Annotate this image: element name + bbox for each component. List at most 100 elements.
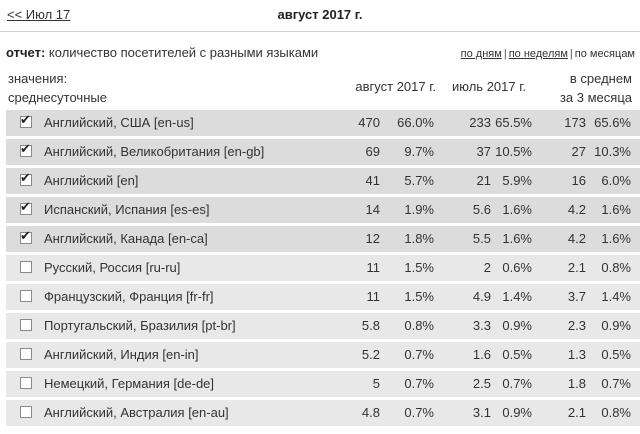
table-header: значения: среднесуточные август 2017 г. … — [0, 68, 640, 108]
report-description: количество посетителей с разными языками — [48, 45, 319, 60]
table-row: Русский, Россия [ru-ru] 11 1.5% 2 0.6% 2… — [6, 255, 640, 281]
july-percent: 1.6% — [502, 202, 532, 217]
august-value: 5 — [372, 376, 380, 391]
august-value: 41 — [365, 173, 380, 188]
average-value: 27 — [571, 144, 586, 159]
check-mark-icon: ✔ — [20, 228, 31, 243]
average-percent: 0.5% — [601, 347, 631, 362]
august-value: 69 — [365, 144, 380, 159]
average-value: 4.2 — [567, 202, 586, 217]
average-percent: 1.6% — [601, 231, 631, 246]
table-row: ✔ Английский, Канада [en-ca] 12 1.8% 5.5… — [6, 226, 640, 252]
august-percent: 0.7% — [404, 376, 434, 391]
language-checkbox[interactable] — [20, 406, 32, 418]
average-value: 2.1 — [567, 405, 586, 420]
table-row: ✔ Английский, США [en-us] 470 66.0% 233 … — [6, 110, 640, 136]
language-name: Английский, Канада [en-ca] — [44, 231, 208, 246]
language-name: Немецкий, Германия [de-de] — [44, 376, 215, 391]
average-percent: 0.9% — [601, 318, 631, 333]
july-value: 1.6 — [472, 347, 491, 362]
language-checkbox[interactable] — [20, 319, 32, 331]
july-percent: 5.9% — [502, 173, 532, 188]
table-row: Немецкий, Германия [de-de] 5 0.7% 2.5 0.… — [6, 371, 640, 397]
table-row: Французский, Франция [fr-fr] 11 1.5% 4.9… — [6, 284, 640, 310]
check-mark-icon: ✔ — [20, 199, 31, 214]
average-value: 1.3 — [567, 347, 586, 362]
august-percent: 0.7% — [404, 347, 434, 362]
july-value: 2 — [483, 260, 491, 275]
august-value: 11 — [366, 289, 381, 304]
july-value: 5.5 — [472, 231, 491, 246]
language-checkbox[interactable]: ✔ — [20, 228, 32, 244]
check-mark-icon: ✔ — [20, 141, 31, 156]
july-percent: 0.5% — [502, 347, 532, 362]
august-value: 4.8 — [361, 405, 380, 420]
july-percent: 0.9% — [502, 405, 532, 420]
july-value: 5.6 — [472, 202, 491, 217]
august-percent: 1.5% — [404, 260, 434, 275]
previous-month-link[interactable]: << Июл 17 — [7, 7, 71, 22]
language-name: Английский, Великобритания [en-gb] — [44, 144, 265, 159]
august-value: 12 — [365, 231, 380, 246]
july-percent: 10.5% — [495, 144, 532, 159]
language-name: Английский, Индия [en-in] — [44, 347, 199, 362]
language-checkbox[interactable]: ✔ — [20, 199, 32, 215]
language-checkbox[interactable] — [20, 348, 32, 360]
august-percent: 5.7% — [404, 173, 434, 188]
table-row: ✔ Английский [en] 41 5.7% 21 5.9% 16 6.0… — [6, 168, 640, 194]
average-percent: 0.8% — [601, 405, 631, 420]
table-row: Английский, Индия [en-in] 5.2 0.7% 1.6 0… — [6, 342, 640, 368]
average-value: 1.8 — [567, 376, 586, 391]
july-percent: 1.6% — [502, 231, 532, 246]
july-percent: 0.9% — [502, 318, 532, 333]
july-percent: 0.6% — [502, 260, 532, 275]
language-checkbox[interactable] — [20, 261, 32, 273]
column-header-average-line2: за 3 месяца — [559, 90, 632, 105]
august-percent: 1.5% — [404, 289, 434, 304]
language-checkbox[interactable] — [20, 290, 32, 302]
august-value: 470 — [358, 115, 380, 130]
report-caption: отчет: количество посетителей с разными … — [6, 45, 318, 60]
by-days-link[interactable]: по дням — [460, 48, 502, 60]
language-name: Русский, Россия [ru-ru] — [44, 260, 181, 275]
metric-label: значения: среднесуточные — [8, 69, 107, 107]
july-value: 2.5 — [472, 376, 491, 391]
separator: | — [503, 48, 507, 60]
july-percent: 1.4% — [502, 289, 532, 304]
by-weeks-link[interactable]: по неделям — [508, 48, 568, 60]
column-header-july: июль 2017 г. — [452, 79, 526, 94]
average-percent: 10.3% — [594, 144, 631, 159]
language-checkbox[interactable]: ✔ — [20, 170, 32, 186]
average-percent: 6.0% — [601, 173, 631, 188]
language-table: ✔ Английский, США [en-us] 470 66.0% 233 … — [6, 110, 640, 429]
august-percent: 1.8% — [404, 231, 434, 246]
august-percent: 0.7% — [404, 405, 434, 420]
metric-label-line2: среднесуточные — [8, 90, 107, 105]
average-percent: 0.7% — [601, 376, 631, 391]
report-label: отчет: — [6, 45, 46, 60]
language-name: Английский [en] — [44, 173, 139, 188]
column-header-average: в среднем за 3 месяца — [540, 69, 632, 107]
language-checkbox[interactable] — [20, 377, 32, 389]
check-mark-icon: ✔ — [20, 112, 31, 127]
august-percent: 66.0% — [397, 115, 434, 130]
july-value: 3.1 — [472, 405, 491, 420]
by-months-link[interactable]: по месяцам — [574, 48, 635, 60]
top-navigation: << Июл 17 август 2017 г. — [0, 0, 640, 32]
column-header-august: август 2017 г. — [355, 79, 436, 94]
separator: | — [569, 48, 573, 60]
check-mark-icon: ✔ — [20, 170, 31, 185]
august-value: 5.8 — [361, 318, 380, 333]
language-checkbox[interactable]: ✔ — [20, 112, 32, 128]
language-name: Испанский, Испания [es-es] — [44, 202, 210, 217]
table-row: ✔ Английский, Великобритания [en-gb] 69 … — [6, 139, 640, 165]
table-row: Португальский, Бразилия [pt-br] 5.8 0.8%… — [6, 313, 640, 339]
july-value: 4.9 — [472, 289, 491, 304]
average-value: 4.2 — [567, 231, 586, 246]
august-value: 14 — [365, 202, 380, 217]
period-switcher: по дням | по неделям | по месяцам — [461, 48, 635, 60]
language-checkbox[interactable]: ✔ — [20, 141, 32, 157]
average-value: 2.3 — [567, 318, 586, 333]
average-value: 173 — [564, 115, 586, 130]
language-name: Английский, США [en-us] — [44, 115, 194, 130]
